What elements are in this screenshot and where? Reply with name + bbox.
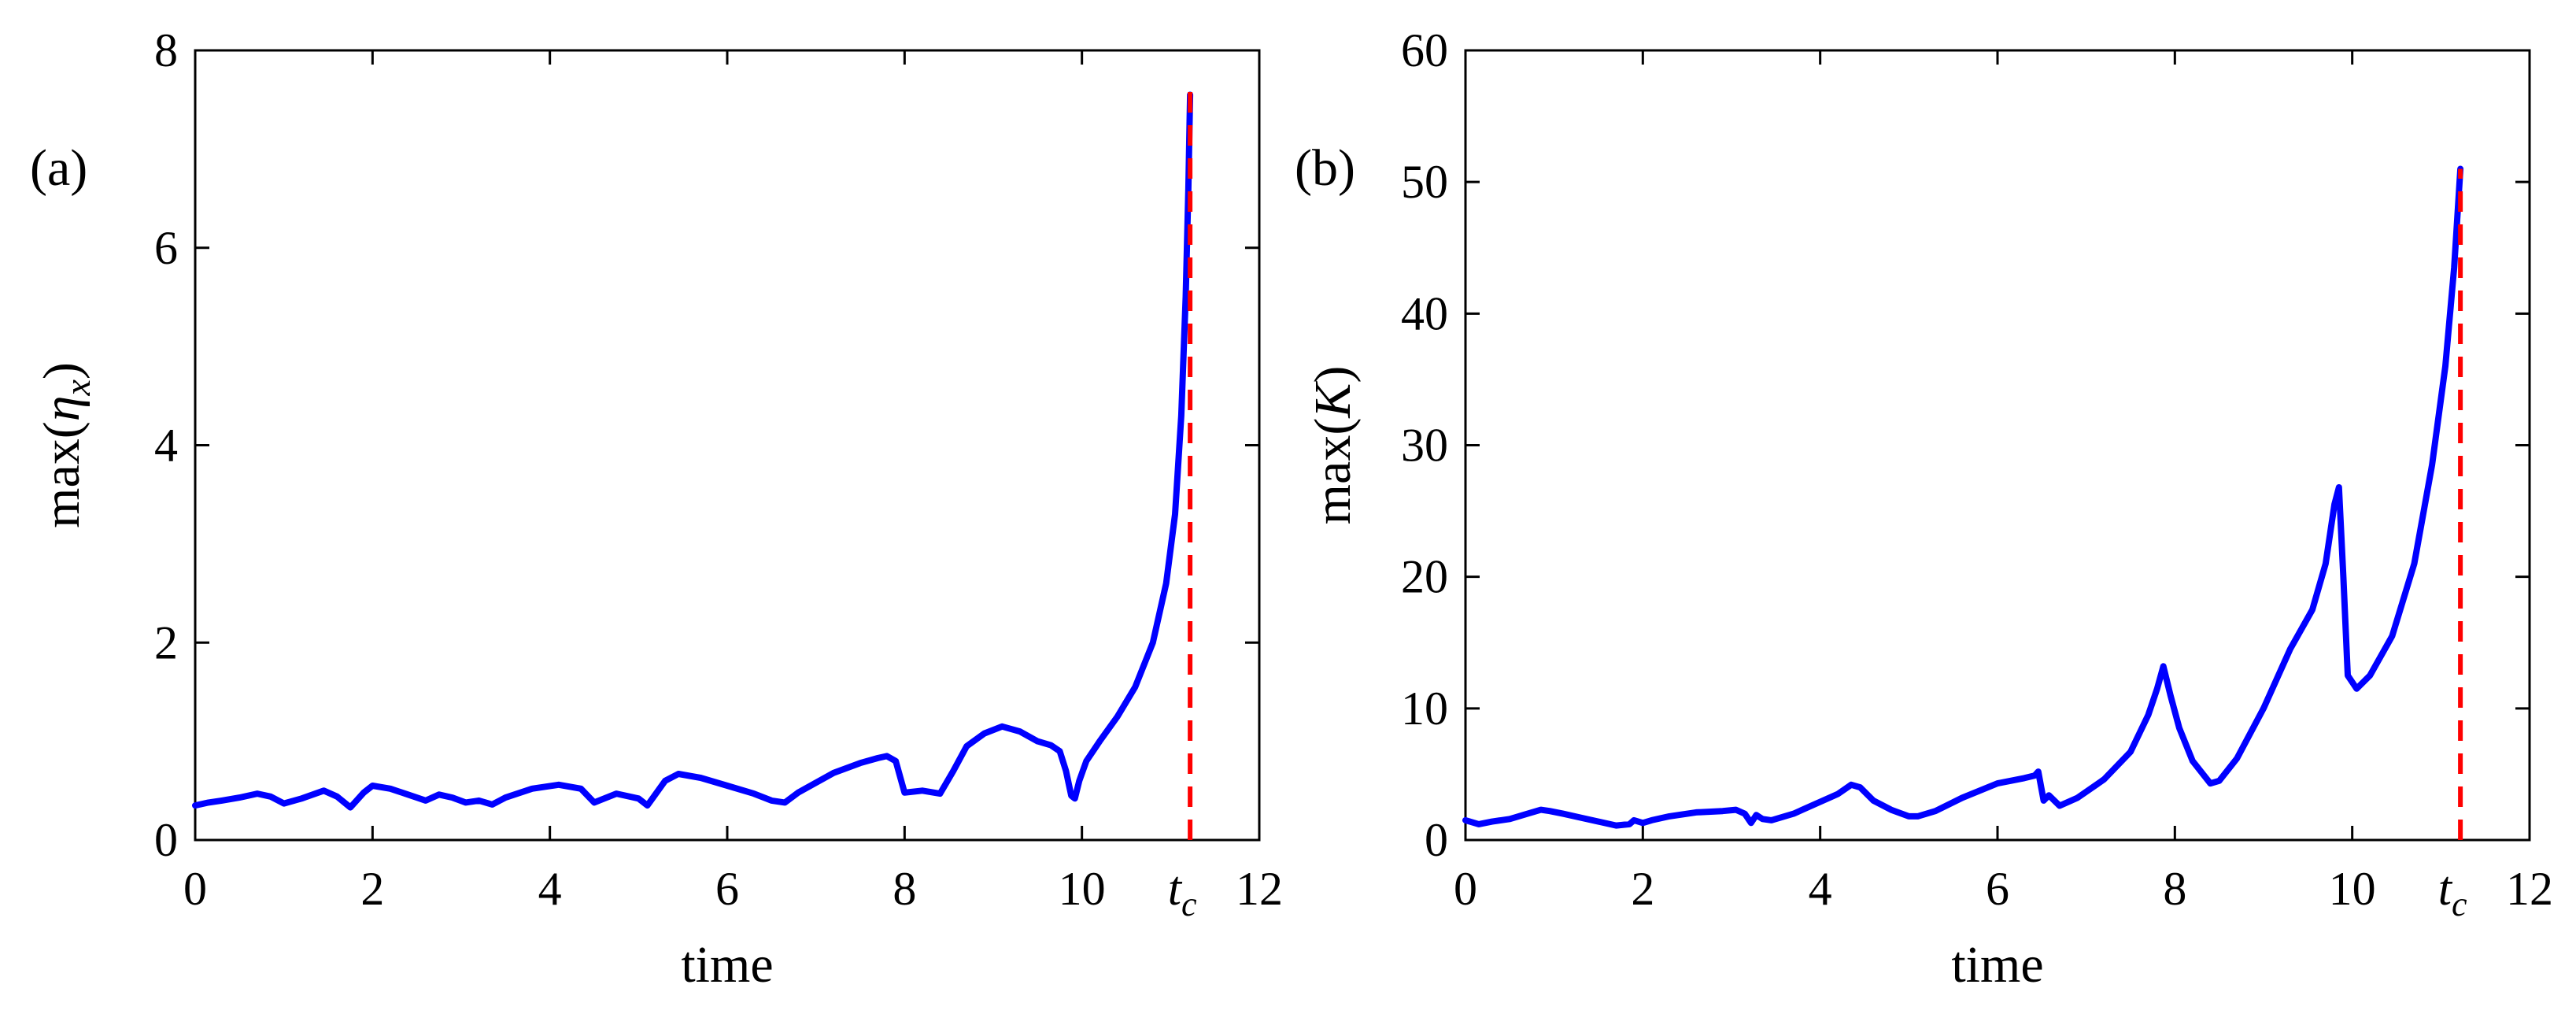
y-tick-label: 4 [154, 420, 178, 472]
x-tick-label: 8 [2163, 863, 2186, 915]
x-axis-title: time [1951, 936, 2043, 994]
x-tick-label: 10 [1059, 863, 1106, 915]
y-axis-title: max(K) [1304, 366, 1362, 525]
x-tick-label: 12 [1236, 863, 1283, 915]
critical-time-label: tc [1168, 862, 1197, 923]
y-tick-label: 50 [1401, 156, 1448, 208]
x-tick-label: 2 [1631, 863, 1654, 915]
y-tick-label: 10 [1401, 683, 1448, 735]
x-tick-label: 4 [538, 863, 562, 915]
y-axis-title: max(ηx) [33, 362, 98, 528]
panel-label: (b) [1295, 139, 1355, 197]
plot-frame [1464, 49, 2531, 842]
x-tick-label: 4 [1809, 863, 1832, 915]
chart-panel-b: 0 2 4 6 8 10 12 0 10 20 30 40 50 60 time max(K) (b) tc [1295, 24, 2553, 994]
x-tick-label: 10 [2329, 863, 2376, 915]
chart-panel-a: 0 2 4 6 8 10 12 0 2 4 6 8 time max(ηx) (a) tc [30, 24, 1283, 994]
y-tick-label: 0 [1425, 814, 1448, 866]
y-tick-label: 40 [1401, 287, 1448, 339]
y-tick-label: 6 [154, 222, 178, 274]
y-tick-label: 30 [1401, 420, 1448, 472]
y-tick-label: 0 [154, 814, 178, 866]
y-tick-label: 20 [1401, 551, 1448, 603]
x-axis-title: time [681, 936, 773, 994]
y-tick-label: 8 [154, 24, 178, 76]
plot-frame [194, 49, 1261, 842]
x-tick-label: 0 [183, 863, 207, 915]
x-tick-label: 8 [893, 863, 916, 915]
data-series-line [192, 91, 1194, 811]
x-tick-label: 6 [715, 863, 739, 915]
panel-label: (a) [30, 139, 87, 197]
y-tick-label: 2 [154, 616, 178, 668]
x-tick-label: 12 [2506, 863, 2553, 915]
data-series-line [1462, 165, 2464, 829]
x-tick-label: 2 [360, 863, 384, 915]
x-tick-label: 0 [1454, 863, 1477, 915]
y-tick-label: 60 [1401, 24, 1448, 76]
critical-time-label: tc [2438, 862, 2467, 923]
x-tick-label: 6 [1986, 863, 2009, 915]
